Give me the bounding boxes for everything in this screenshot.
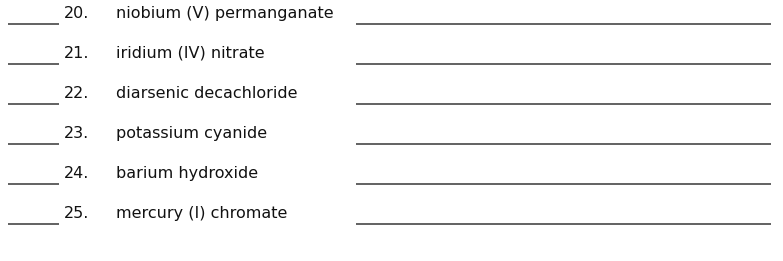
Text: diarsenic decachloride: diarsenic decachloride (116, 86, 298, 101)
Text: 22.: 22. (64, 86, 89, 101)
Text: 21.: 21. (64, 46, 90, 61)
Text: 25.: 25. (64, 206, 89, 221)
Text: 20.: 20. (64, 6, 89, 21)
Text: mercury (I) chromate: mercury (I) chromate (116, 206, 287, 221)
Text: 24.: 24. (64, 166, 89, 181)
Text: niobium (V) permanganate: niobium (V) permanganate (116, 6, 334, 21)
Text: potassium cyanide: potassium cyanide (116, 126, 267, 141)
Text: 23.: 23. (64, 126, 89, 141)
Text: iridium (IV) nitrate: iridium (IV) nitrate (116, 46, 265, 61)
Text: barium hydroxide: barium hydroxide (116, 166, 258, 181)
